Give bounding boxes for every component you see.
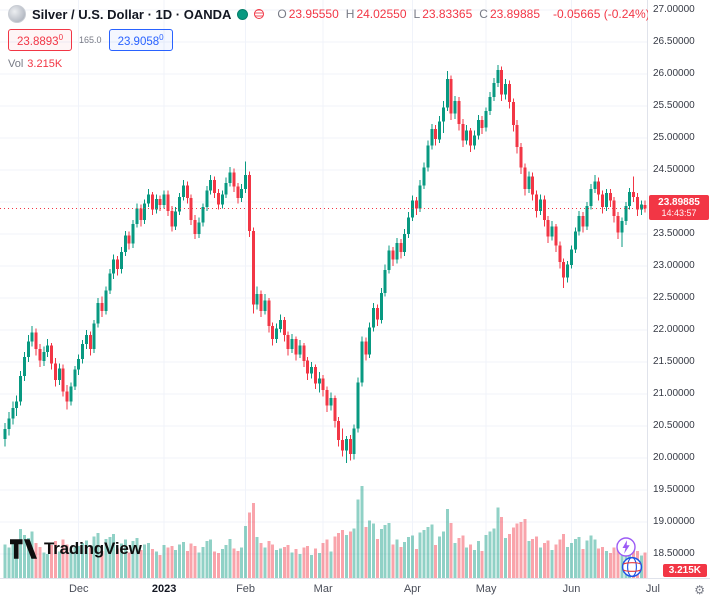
high-label: H (345, 7, 355, 21)
bid-price-fraction: 0 (58, 33, 64, 42)
time-axis-label: Dec (68, 583, 89, 595)
close-label: C (479, 7, 488, 21)
price-axis-label: 23.00000 (653, 260, 695, 271)
price-axis-label: 19.00000 (653, 516, 695, 527)
change-value: -0.05665 (-0.24%) (553, 7, 648, 21)
sell-button[interactable]: 23.88930 (8, 29, 73, 51)
close-value: 23.89885 (489, 7, 540, 21)
tradingview-logo-icon (10, 539, 37, 559)
price-axis-label: 21.50000 (653, 356, 695, 367)
ask-price-fraction: 0 (159, 33, 164, 42)
lightning-icon (616, 537, 636, 557)
symbol-logo-icon (8, 5, 26, 23)
volume-axis-tag: 3.215K (662, 564, 707, 577)
price-axis-label: 26.50000 (653, 36, 695, 47)
bar-countdown: 14:43:57 (661, 208, 697, 219)
low-label: L (413, 7, 421, 21)
price-axis-label: 19.50000 (653, 484, 695, 495)
candlestick-chart[interactable] (0, 0, 648, 578)
globe-icon (621, 556, 643, 578)
last-price-value: 23.89885 (658, 197, 700, 209)
price-axis-label: 20.50000 (653, 420, 695, 431)
market-status-icon[interactable] (237, 8, 249, 20)
open-value: 23.95550 (288, 7, 339, 21)
time-axis-label: May (475, 583, 497, 595)
bid-price: 23.8893 (17, 35, 59, 48)
price-axis-label: 20.00000 (653, 452, 695, 463)
price-axis-label: 25.00000 (653, 132, 695, 143)
chart-pane[interactable]: Silver / U.S. Dollar · 1D · OANDA O 23.95… (0, 0, 648, 578)
chart-legend: Silver / U.S. Dollar · 1D · OANDA O 23.95… (8, 5, 648, 70)
quick-order-lightning-button[interactable] (616, 537, 636, 562)
tradingview-logo[interactable]: TradingView (10, 539, 142, 559)
high-value: 24.02550 (356, 7, 407, 21)
price-axis-label: 22.50000 (653, 292, 695, 303)
volume-label: Vol (8, 57, 24, 70)
broker-globe-button[interactable] (621, 556, 643, 578)
buy-button[interactable]: 23.90580 (108, 29, 173, 51)
spread-value: 165.0 (79, 34, 102, 45)
symbol-title[interactable]: Silver / U.S. Dollar · 1D · OANDA (32, 6, 232, 22)
price-axis-label: 21.00000 (653, 388, 695, 399)
time-axis-label: Mar (313, 583, 333, 595)
open-label: O (277, 7, 287, 21)
timescale-settings-icon[interactable]: ⚙ (694, 583, 705, 597)
time-axis-label: Jun (562, 583, 581, 595)
ohlc-readout: O 23.95550 H 24.02550 L 23.83365 C 23.89885 (270, 7, 540, 21)
tradingview-logo-text: TradingView (44, 539, 142, 558)
time-axis-label: Jul (645, 583, 660, 595)
volume-value: 3.215K (27, 57, 63, 70)
price-axis-label: 22.00000 (653, 324, 695, 335)
low-value: 23.83365 (422, 7, 473, 21)
volume-readout: Vol 3.215K (8, 58, 648, 70)
quote-panel-icon[interactable] (254, 9, 265, 19)
chart-canvas-host[interactable] (0, 0, 648, 578)
time-axis-label: Feb (236, 583, 256, 595)
price-axis-label: 23.50000 (653, 228, 695, 239)
time-axis-label: 2023 (151, 583, 177, 595)
price-axis-label: 25.50000 (653, 100, 695, 111)
ask-price: 23.9058 (117, 35, 160, 48)
price-axis[interactable]: 23.89885 14:43:57 3.215K 27.00000 26.5000… (647, 0, 710, 578)
price-axis-label: 18.50000 (653, 548, 695, 559)
time-axis[interactable]: Dec 2023 Feb Mar Apr May Jun Jul (0, 578, 710, 600)
price-axis-label: 27.00000 (653, 4, 695, 15)
price-axis-label: 26.00000 (653, 68, 695, 79)
last-price-tag: 23.89885 14:43:57 (649, 195, 709, 221)
time-axis-label: Apr (403, 583, 421, 595)
price-axis-label: 24.50000 (653, 164, 695, 175)
